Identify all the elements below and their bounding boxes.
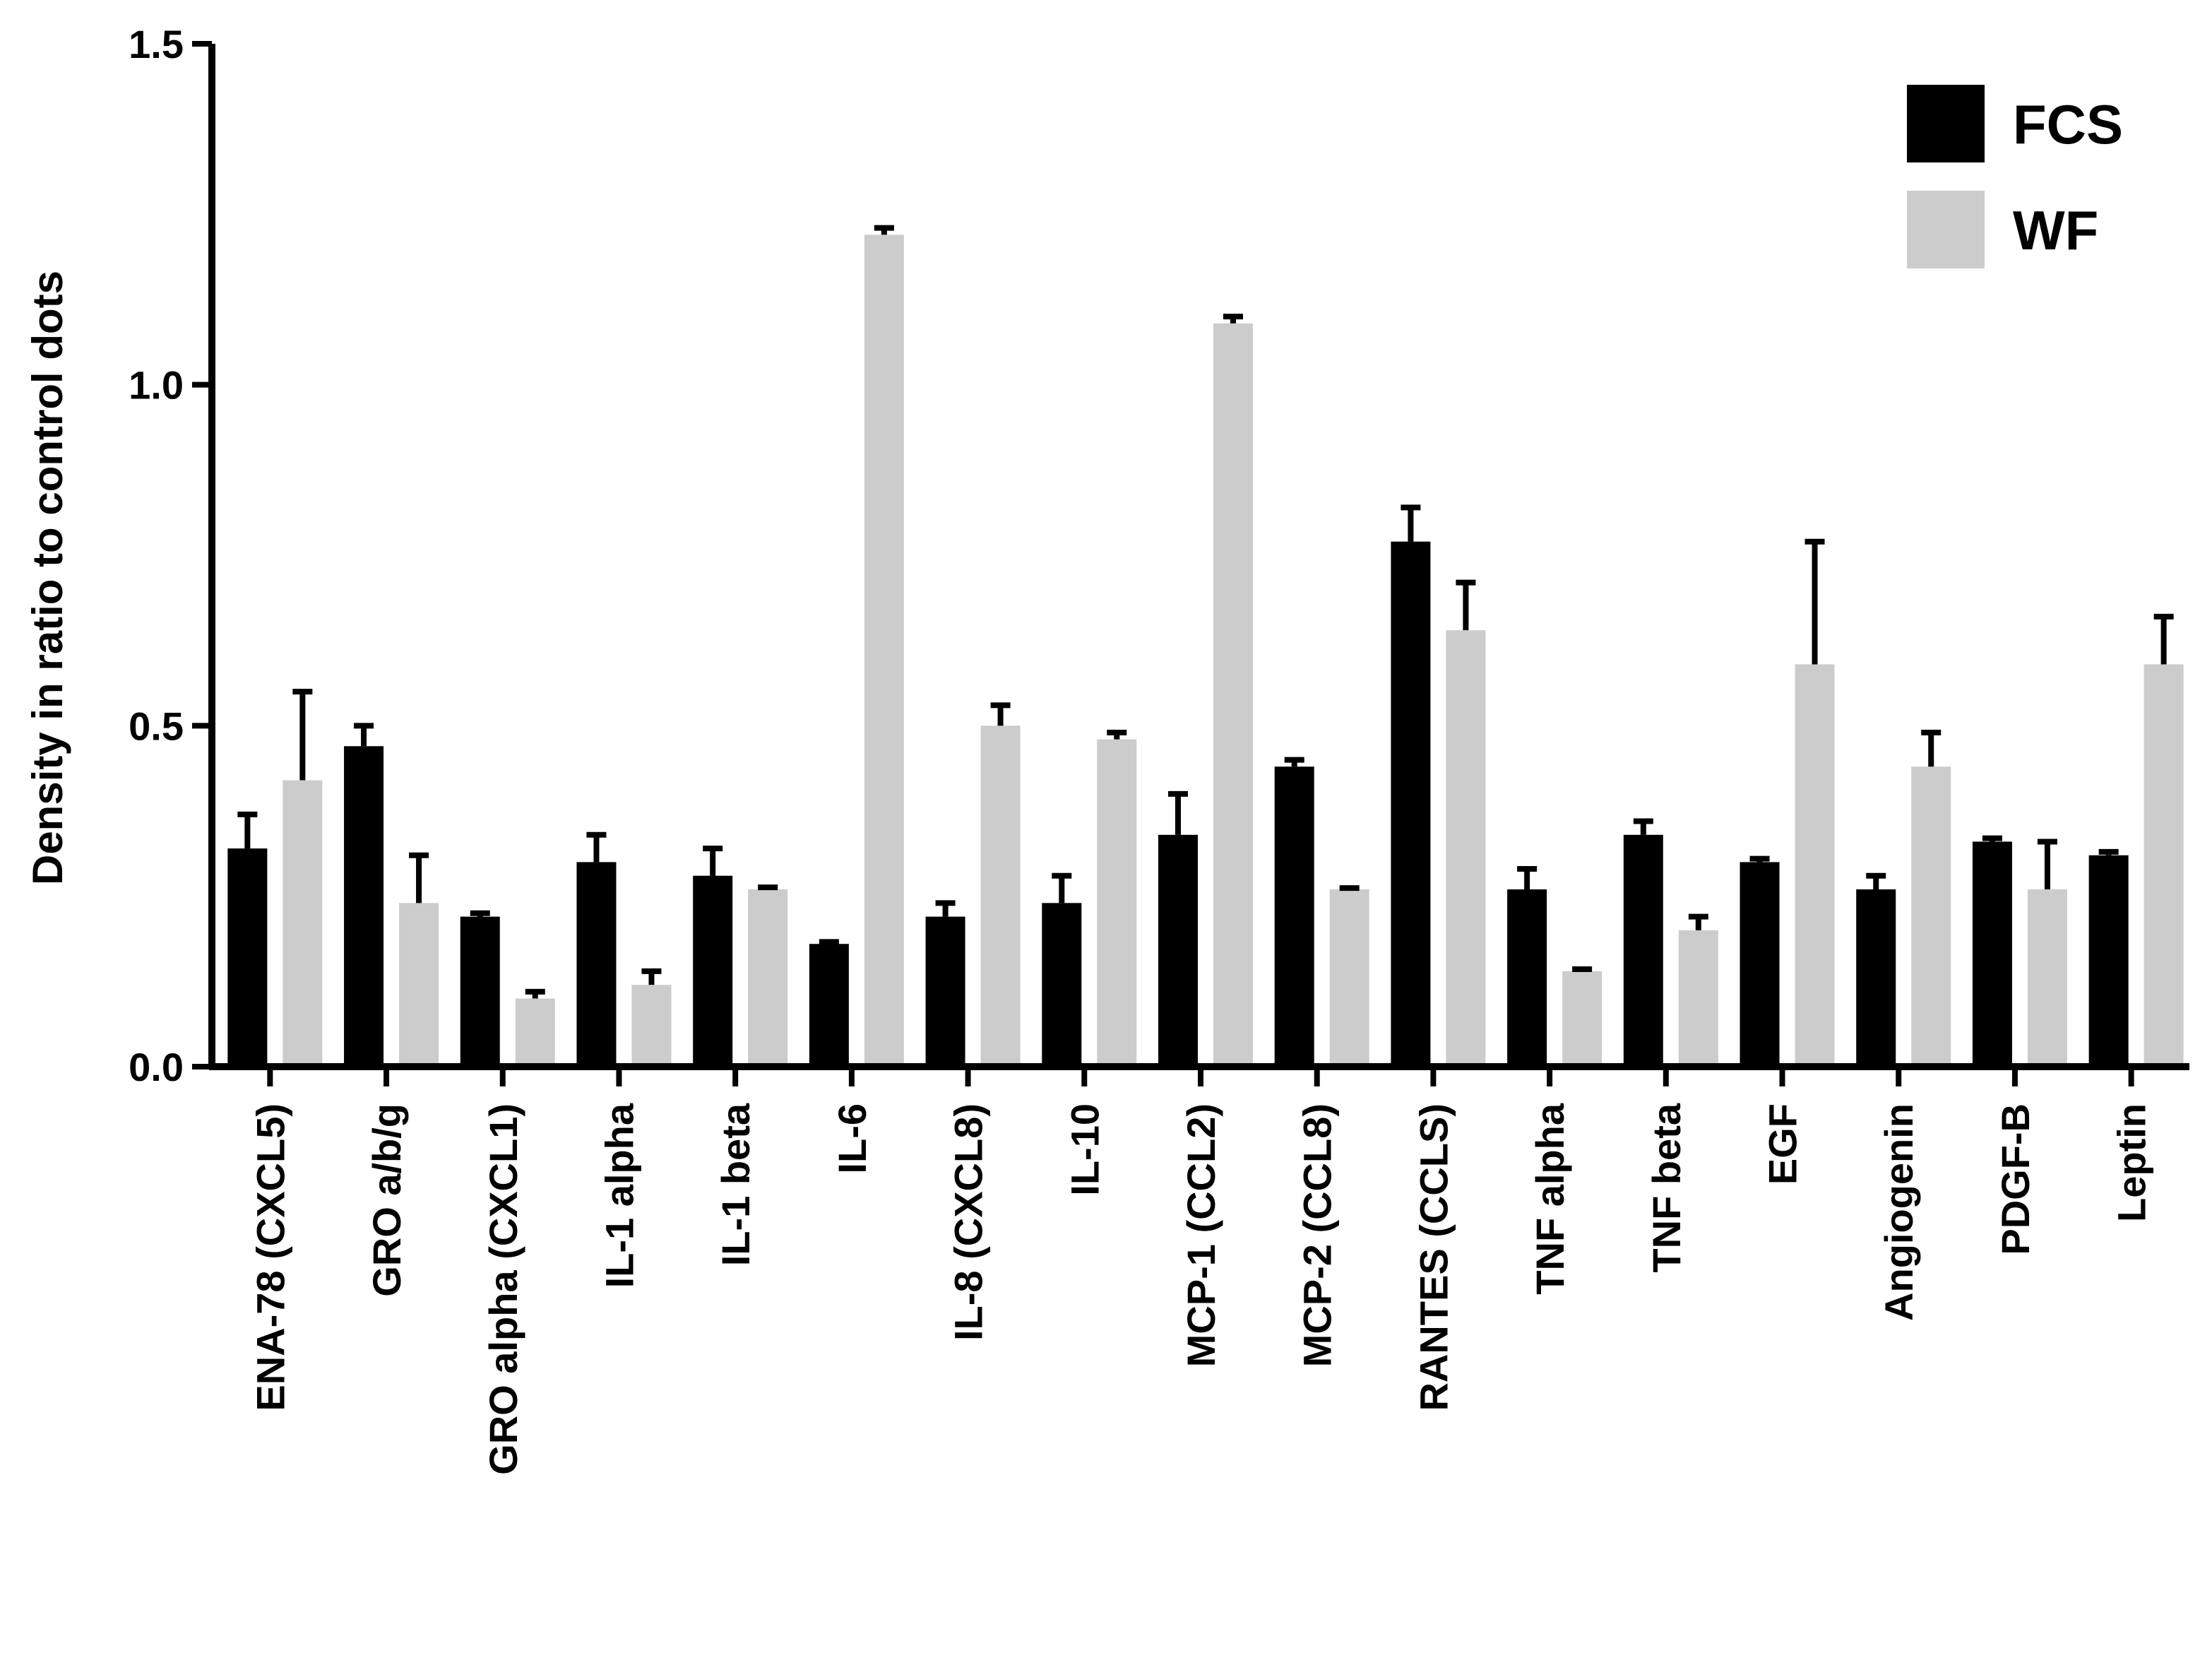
bar-fcs [1158, 834, 1198, 1067]
bar-wf [1097, 739, 1137, 1067]
bar-wf [1329, 889, 1369, 1067]
labels-layer: ENA-78 (CXCL5) GRO a/b/g GRO alpha (CXCL1)… [129, 22, 2154, 1475]
y-tick-label: 0.5 [129, 704, 184, 748]
bar-fcs [227, 848, 268, 1067]
bar-fcs [344, 746, 384, 1067]
bar-fcs [1623, 834, 1663, 1067]
legend-label-wf: WF [2013, 199, 2098, 261]
bar-wf [399, 903, 439, 1067]
bar-wf [2027, 889, 2067, 1067]
bar-fcs [460, 916, 500, 1067]
bar-fcs [809, 944, 849, 1067]
x-tick-label: IL-10 [1062, 1103, 1107, 1196]
x-tick-label: RANTES (CCLS) [1411, 1103, 1456, 1411]
x-tick-label: Angiogenin [1877, 1103, 1921, 1321]
bar-fcs [1972, 841, 2012, 1067]
legend-label-fcs: FCS [2013, 93, 2123, 155]
y-tick-label: 0.0 [129, 1045, 184, 1089]
bar-wf [1911, 766, 1951, 1067]
x-tick-label: EGF [1761, 1103, 1805, 1185]
bar-wf [2143, 664, 2184, 1067]
x-tick-label: MCP-2 (CCL8) [1295, 1103, 1340, 1367]
bar-fcs [1740, 862, 1780, 1067]
bar-fcs [1391, 541, 1431, 1067]
bar-wf [1678, 930, 1718, 1067]
bars-layer [227, 225, 2184, 1067]
bar-wf [1562, 971, 1602, 1067]
bar-wf [1795, 664, 1835, 1067]
bar-fcs [2088, 855, 2129, 1067]
x-tick-label: PDGF-B [1993, 1103, 2038, 1255]
bar-wf [283, 780, 323, 1067]
bar-wf [1213, 323, 1253, 1067]
x-tick-label: TNF alpha [1528, 1103, 1572, 1295]
bar-wf [515, 998, 555, 1067]
bar-wf [631, 985, 672, 1067]
bar-wf [864, 235, 904, 1067]
y-tick-label: 1.5 [129, 22, 184, 66]
bar-fcs [693, 875, 733, 1067]
legend: FCS WF [1907, 85, 2123, 268]
bar-fcs [576, 862, 617, 1067]
x-tick-label: TNF beta [1644, 1103, 1689, 1272]
bar-wf [748, 889, 788, 1067]
legend-swatch-fcs [1907, 85, 1985, 162]
x-tick-label: IL-8 (CXCL8) [946, 1103, 991, 1341]
x-tick-label: Leptin [2110, 1103, 2154, 1222]
x-tick-label: IL-6 [830, 1103, 874, 1174]
x-tick-label: MCP-1 (CCL2) [1179, 1103, 1223, 1367]
axes-layer [192, 41, 2189, 1086]
y-axis-title: Density in ratio to control dots [24, 271, 71, 885]
bar-fcs [1507, 889, 1547, 1067]
bar-fcs [1856, 889, 1896, 1067]
legend-swatch-wf [1907, 191, 1985, 268]
bar-fcs [925, 916, 965, 1067]
bar-fcs [1042, 903, 1082, 1067]
x-tick-label: IL-1 alpha [597, 1103, 641, 1288]
bar-wf [980, 725, 1021, 1067]
x-tick-label: GRO a/b/g [364, 1103, 409, 1297]
bar-fcs [1274, 766, 1314, 1067]
bar-wf [1446, 630, 1486, 1067]
x-tick-label: ENA-78 (CXCL5) [248, 1103, 292, 1411]
x-tick-label: IL-1 beta [713, 1103, 758, 1266]
y-tick-label: 1.0 [129, 363, 184, 408]
x-tick-label: GRO alpha (CXCL1) [481, 1103, 525, 1475]
